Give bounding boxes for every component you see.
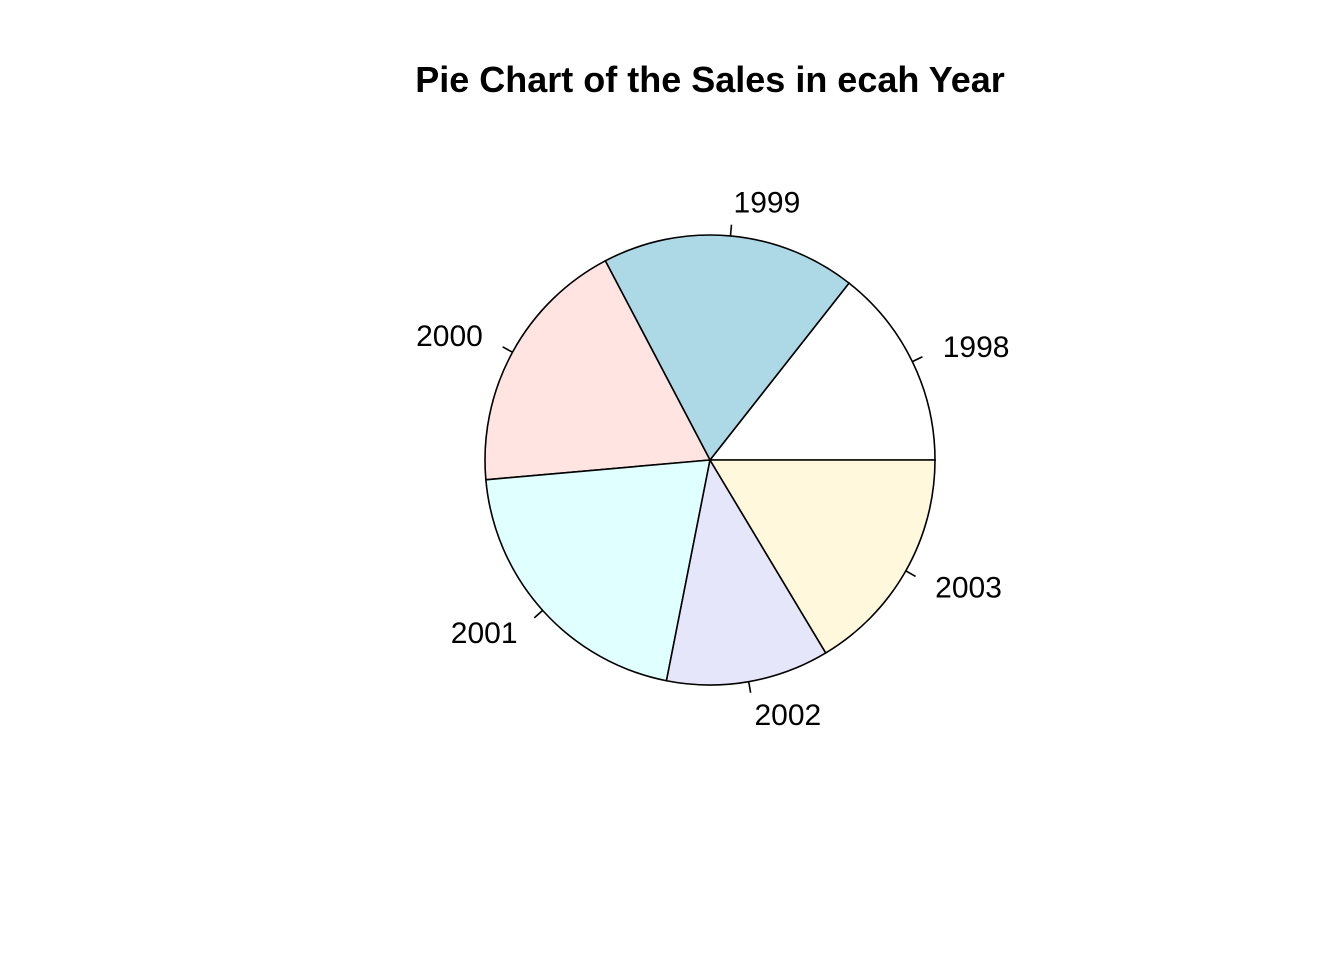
slice-label-2001: 2001 (451, 617, 518, 650)
label-tick-2002 (747, 681, 752, 693)
pie-slice-2001 (485, 459, 711, 682)
pie-slices (484, 234, 936, 686)
pie-slice-2003 (708, 459, 936, 655)
slice-label-2000: 2000 (416, 320, 483, 353)
label-tick-2001 (533, 609, 544, 619)
pie-labels: 1998 1999 2000 2001 2002 2003 (416, 186, 1009, 732)
chart-title: Pie Chart of the Sales in ecah Year (415, 59, 1005, 100)
pie-slice-1999 (604, 234, 851, 462)
pie-slice-1998 (708, 281, 936, 461)
label-tick-1998 (912, 356, 923, 363)
slice-label-2002: 2002 (754, 699, 821, 732)
slice-label-2003: 2003 (935, 571, 1002, 604)
label-tick-2003 (905, 570, 916, 578)
label-tick-2000 (502, 346, 513, 353)
label-tick-1999 (729, 224, 733, 237)
slice-label-1999: 1999 (734, 186, 801, 219)
slice-label-1998: 1998 (943, 331, 1010, 364)
